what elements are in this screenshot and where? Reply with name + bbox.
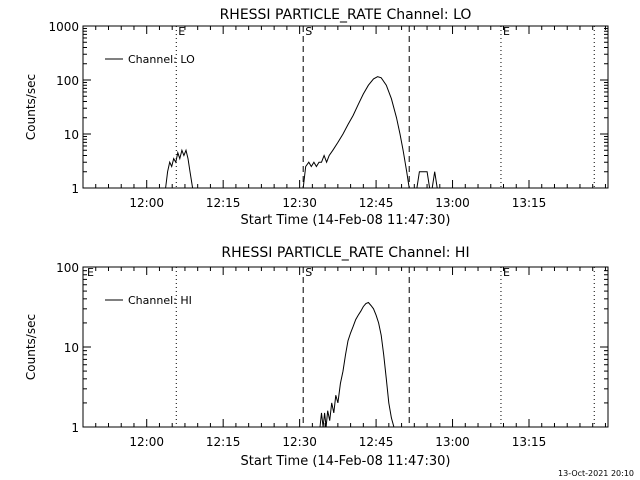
series-line <box>302 76 410 189</box>
event-marker-S: S <box>305 266 312 279</box>
plot-frame <box>82 266 609 428</box>
y-tick-label: 100 <box>56 261 79 275</box>
legend-label: Channel: HI <box>128 294 192 307</box>
plot-frame <box>82 25 609 189</box>
x-tick-label: 12:15 <box>206 196 241 210</box>
x-tick-label: 12:45 <box>359 435 394 449</box>
y-tick-label: 1000 <box>48 20 79 34</box>
x-axis-label: Start Time (14-Feb-08 11:47:30) <box>241 213 451 228</box>
series-line <box>165 148 194 189</box>
y-axis-label: Counts/sec <box>24 74 38 140</box>
x-tick-label: 13:00 <box>435 196 470 210</box>
y-axis-label: Counts/sec <box>24 314 38 380</box>
chart-title: RHESSI PARTICLE_RATE Channel: HI <box>221 245 469 261</box>
chart-title: RHESSI PARTICLE_RATE Channel: LO <box>220 7 472 23</box>
y-tick-label: 100 <box>56 74 79 88</box>
y-tick-label: 10 <box>64 341 79 355</box>
legend-label: Channel: LO <box>128 53 195 66</box>
chart-panel-2: RHESSI PARTICLE_RATE Channel: HI 12:00 12:… <box>24 245 609 469</box>
x-tick-label: 12:00 <box>129 435 164 449</box>
event-marker-E: E <box>503 266 510 279</box>
event-marker-E: E <box>503 25 510 38</box>
plot-timestamp: 13-Oct-2021 20:10 <box>558 469 634 478</box>
x-tick-label: 13:15 <box>512 196 547 210</box>
y-tick-label: 1 <box>71 421 79 435</box>
chart-panel-1: RHESSI PARTICLE_RATE Channel: LO 12:00 12:… <box>24 7 609 228</box>
event-marker-S: S <box>305 25 312 38</box>
event-marker-E: E <box>87 266 94 279</box>
series-line <box>431 171 438 189</box>
x-tick-label: 12:45 <box>359 196 394 210</box>
x-axis-label: Start Time (14-Feb-08 11:47:30) <box>241 454 451 469</box>
event-marker-E: E <box>178 25 185 38</box>
y-tick-label: 1 <box>71 182 79 196</box>
x-tick-label: 12:30 <box>282 435 317 449</box>
x-tick-label: 12:00 <box>129 196 164 210</box>
x-tick-label: 12:30 <box>282 196 317 210</box>
y-tick-label: 10 <box>64 128 79 142</box>
x-tick-label: 13:15 <box>512 435 547 449</box>
series-line <box>416 171 431 189</box>
x-tick-label: 12:15 <box>206 435 241 449</box>
series-line <box>319 301 395 428</box>
x-tick-label: 13:00 <box>435 435 470 449</box>
